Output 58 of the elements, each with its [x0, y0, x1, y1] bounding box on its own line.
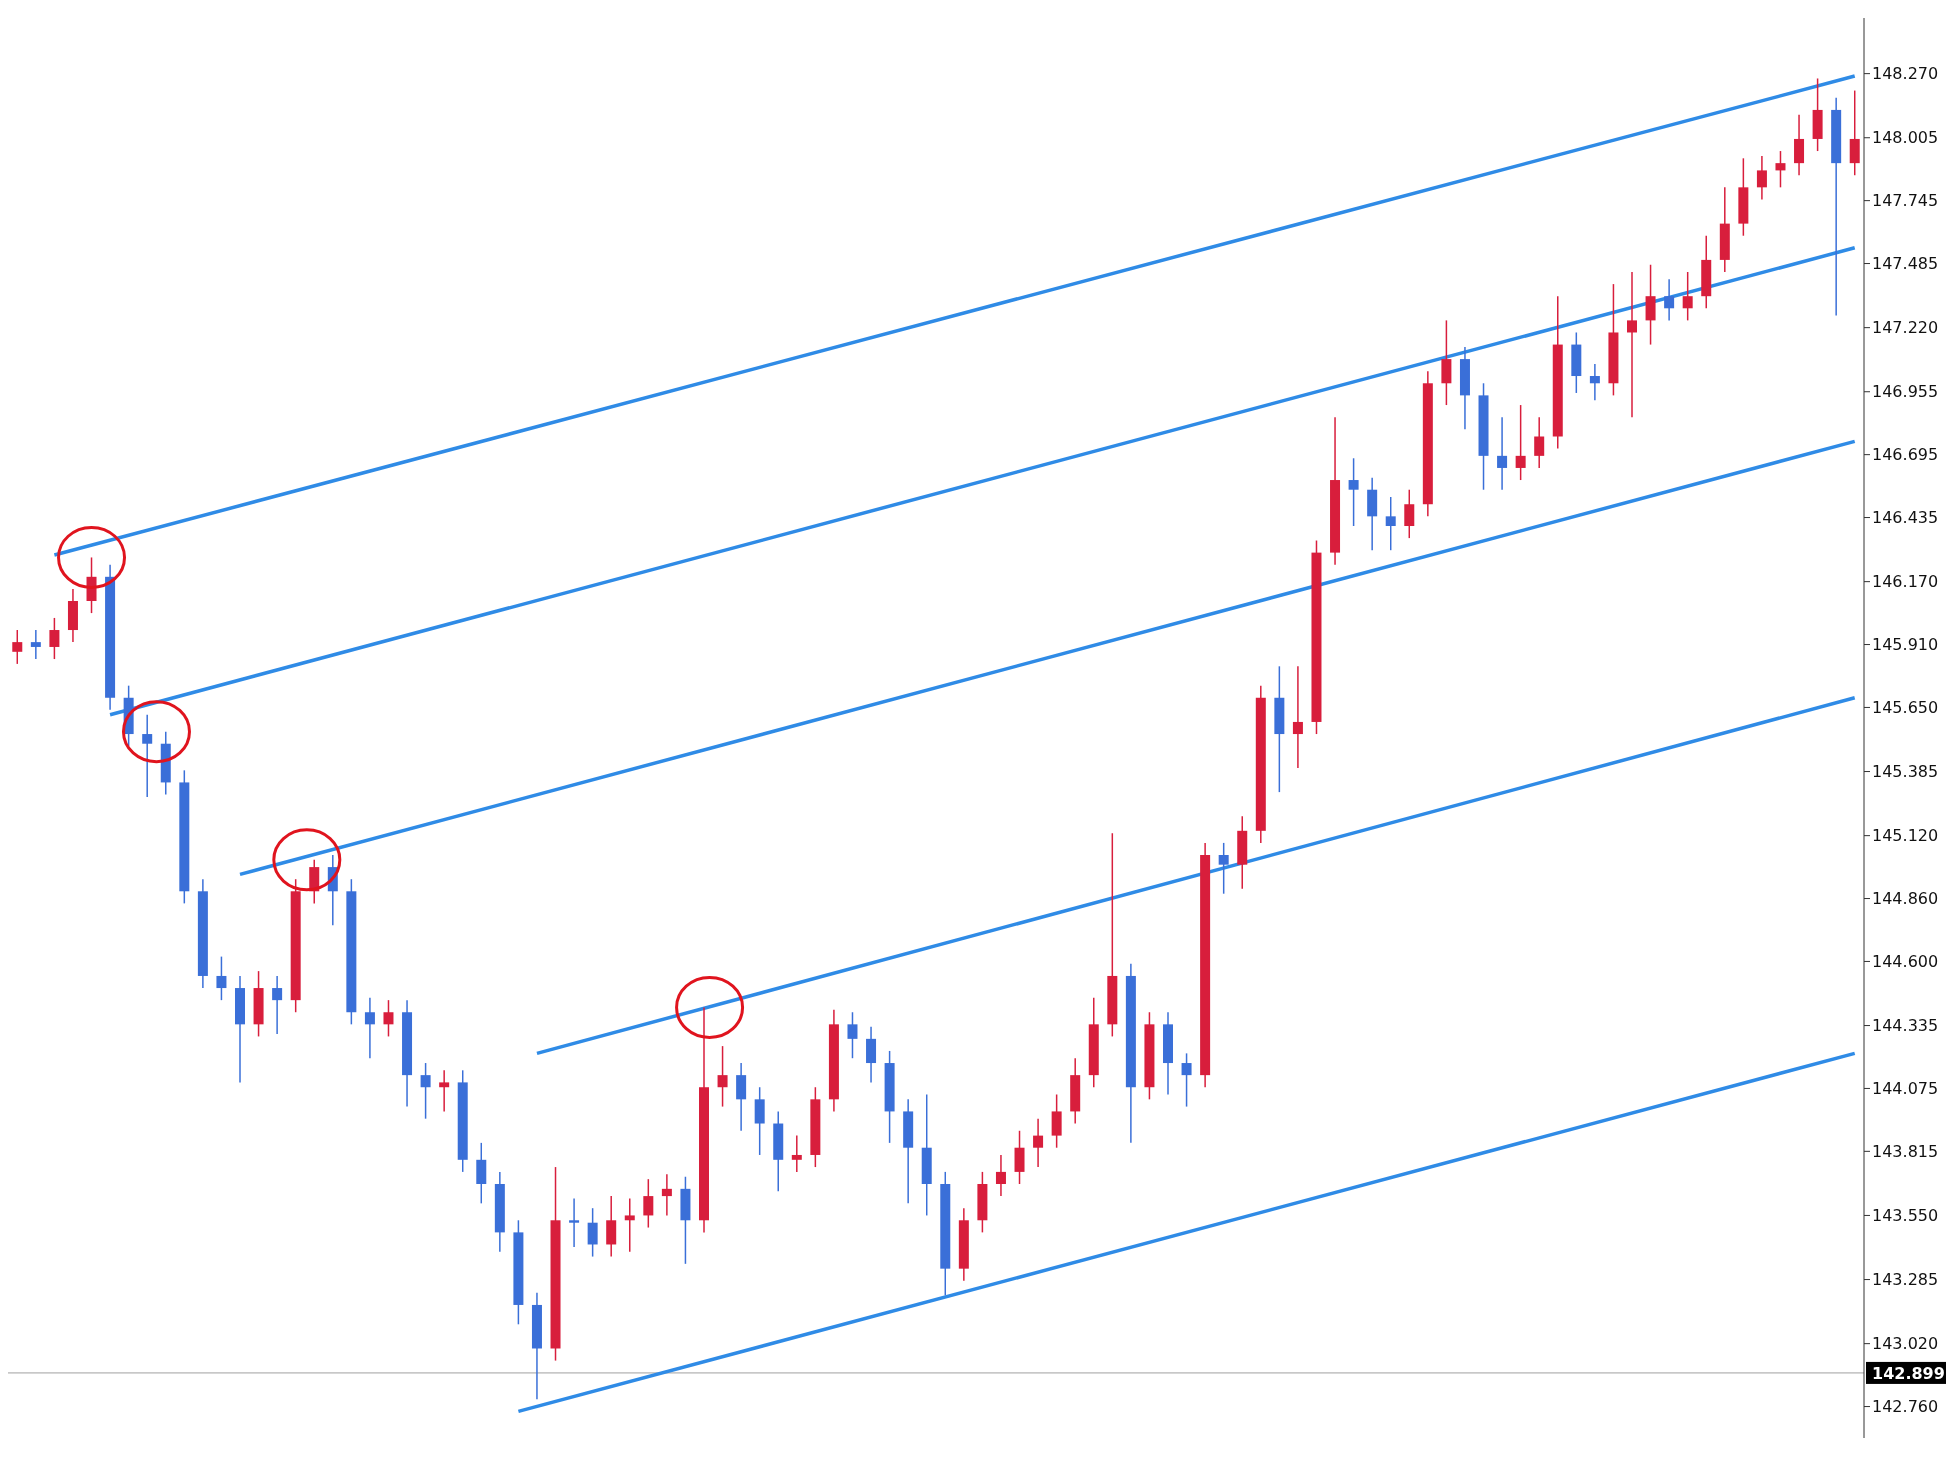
y-tick-label: 144.860: [1872, 889, 1939, 909]
candlestick: [1627, 271, 1637, 418]
y-tick-label: 145.910: [1872, 635, 1939, 655]
candlestick: [1682, 271, 1693, 322]
y-tick-label: 144.600: [1872, 952, 1939, 972]
candlestick: [1756, 155, 1767, 201]
y-tick-label: 146.695: [1872, 445, 1939, 465]
candlestick: [49, 617, 60, 660]
candlestick: [1181, 1052, 1192, 1108]
y-tick-label: 145.650: [1872, 698, 1939, 718]
candlestick: [1033, 1117, 1044, 1168]
y-tick-label: 148.005: [1872, 128, 1939, 148]
candlestick: [661, 1173, 672, 1217]
y-tick-label: 148.270: [1872, 64, 1939, 84]
y-tick-label: 144.075: [1872, 1079, 1939, 1099]
candlestick: [12, 629, 23, 665]
y-tick-label: 143.815: [1872, 1142, 1939, 1162]
candlestick: [1515, 404, 1526, 481]
candlestick: [1664, 278, 1675, 322]
candlestick: [272, 975, 283, 1035]
y-tick-label: 146.955: [1872, 382, 1939, 402]
candlestick: [420, 1062, 431, 1120]
y-tick-label: 145.385: [1872, 762, 1939, 782]
candlestick: [1218, 842, 1229, 895]
candlestick: [439, 1069, 450, 1113]
y-tick-label: 143.285: [1872, 1270, 1939, 1290]
ref-line-label: 142.899: [1872, 1363, 1945, 1383]
candlestick: [142, 713, 153, 798]
candlestick: [1497, 416, 1508, 491]
y-tick-label: 147.485: [1872, 254, 1939, 274]
candlestick: [995, 1154, 1006, 1197]
candlestick: [791, 1134, 802, 1173]
candlestick: [717, 1045, 728, 1108]
y-tick-label: 146.435: [1872, 508, 1939, 528]
candlestick: [847, 1011, 858, 1059]
candlestick: [383, 999, 394, 1038]
candlestick: [624, 1197, 635, 1253]
candlestick: [1589, 363, 1600, 401]
candlestick: [1404, 488, 1415, 539]
y-tick-label: 146.170: [1872, 572, 1939, 592]
candlestick: [1348, 457, 1359, 527]
candlestick: [1534, 416, 1545, 469]
y-tick-label: 142.760: [1872, 1397, 1939, 1417]
y-tick-label: 147.220: [1872, 318, 1939, 338]
y-tick-label: 145.120: [1872, 826, 1939, 846]
y-tick-label: 144.335: [1872, 1016, 1939, 1036]
y-tick-label: 147.745: [1872, 191, 1939, 211]
candlestick: [569, 1197, 580, 1248]
candlestick: [587, 1207, 598, 1258]
candlestick: [1292, 665, 1303, 769]
candlestick: [1385, 496, 1396, 551]
y-tick-label: 143.020: [1872, 1334, 1939, 1354]
candlestick: [643, 1178, 654, 1229]
y-tick-label: 143.550: [1872, 1206, 1939, 1226]
candlestick: [216, 955, 227, 1001]
candlestick: [364, 996, 375, 1059]
candlestick: [30, 629, 41, 660]
candlestick: [1775, 150, 1786, 189]
